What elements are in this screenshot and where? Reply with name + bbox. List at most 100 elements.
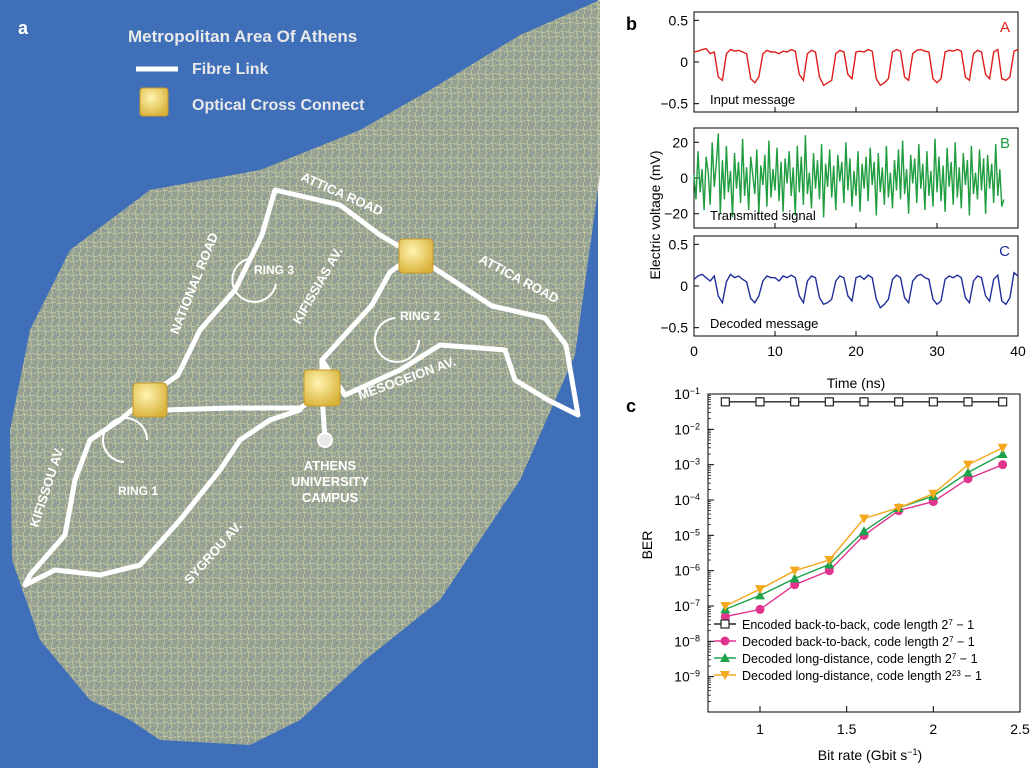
subplot-tag: B bbox=[1000, 135, 1010, 152]
y-tick-label: 10−4 bbox=[674, 492, 700, 508]
marker-triangle-up bbox=[789, 573, 800, 583]
legend-occ: Optical Cross Connect bbox=[192, 97, 365, 114]
legend-fibre: Fibre Link bbox=[192, 61, 269, 78]
x-tick-label: 20 bbox=[848, 343, 864, 359]
marker-square bbox=[998, 397, 1008, 407]
marker-triangle-down bbox=[720, 671, 730, 680]
marker-square bbox=[859, 397, 869, 407]
ring-arrows bbox=[102, 257, 420, 463]
campus-label: ATHENS UNIVERSITY CAMPUS bbox=[291, 458, 369, 505]
marker-triangle-down bbox=[824, 556, 835, 566]
marker-square bbox=[720, 397, 730, 407]
marker-triangle-up bbox=[720, 653, 730, 662]
y-tick-label: 0.5 bbox=[669, 12, 689, 28]
y-tick-label: −0.5 bbox=[660, 96, 688, 112]
subplot-name: Input message bbox=[710, 92, 795, 107]
marker-triangle-down bbox=[859, 514, 869, 524]
ring-labels: RING 1 RING 2 RING 3 bbox=[118, 263, 440, 498]
marker-triangle-up bbox=[755, 590, 765, 600]
subplot-name: Transmitted signal bbox=[710, 208, 816, 223]
ring-1-fibre bbox=[22, 392, 303, 588]
marker-triangle-down bbox=[963, 460, 973, 470]
ber-series-1 bbox=[720, 460, 1008, 622]
marker-triangle-up bbox=[997, 449, 1008, 459]
y-tick-label: 0 bbox=[680, 170, 688, 186]
panel-c-plot: 10−1 10−2 10−3 10−4 10−5 10−6 10−7 10−8 10−9 1 1.5… bbox=[674, 386, 1030, 737]
marker-triangle-down bbox=[997, 443, 1008, 453]
subplot-name: Decoded message bbox=[710, 316, 818, 331]
occ-node-west bbox=[132, 382, 168, 418]
ring-2-arrow bbox=[374, 317, 420, 363]
x-tick-label: 2.5 bbox=[1010, 721, 1030, 737]
y-tick-label: 20 bbox=[672, 134, 688, 150]
marker-triangle-up bbox=[963, 467, 973, 477]
marker-circle bbox=[755, 604, 765, 614]
legend-label: Decoded long-distance, code length 223 −… bbox=[742, 669, 982, 684]
ring-2-label: RING 2 bbox=[400, 309, 440, 323]
campus-line-3: CAMPUS bbox=[302, 490, 359, 505]
y-tick-label: 10−6 bbox=[674, 563, 700, 579]
y-tick-label: 10−9 bbox=[674, 669, 700, 685]
ber-series-3 bbox=[720, 443, 1008, 611]
subplot-C: −0.5 0 0.5 C Decoded message bbox=[660, 235, 1019, 337]
ring-3-fibre bbox=[147, 187, 417, 413]
occ-node-north bbox=[398, 238, 434, 274]
panel-b-letter: b bbox=[626, 14, 637, 34]
series-line bbox=[725, 464, 1003, 618]
panel-b-ylabel: Electric voltage (mV) bbox=[647, 150, 663, 279]
marker-square bbox=[755, 397, 765, 407]
y-tick-label: −0.5 bbox=[660, 320, 688, 336]
time-signal-panel: b Electric voltage (mV) Time (ns) −0.500… bbox=[626, 11, 1026, 391]
ring-1-arrow bbox=[102, 417, 148, 463]
y-tick-label: 10−1 bbox=[674, 386, 700, 402]
y-tick-label: 0 bbox=[680, 54, 688, 70]
x-tick-label: 40 bbox=[1010, 343, 1026, 359]
marker-triangle-down bbox=[720, 602, 731, 611]
marker-triangle-up bbox=[859, 526, 869, 536]
y-tick-label: 10−2 bbox=[674, 421, 700, 437]
y-tick-label: 10−8 bbox=[674, 633, 700, 649]
marker-triangle-down bbox=[893, 503, 904, 513]
y-tick-label: 10−3 bbox=[674, 457, 700, 473]
ber-series-0 bbox=[720, 397, 1008, 407]
ber-series-2 bbox=[720, 449, 1008, 614]
occ-nodes bbox=[132, 238, 434, 418]
legend-label: Decoded long-distance, code length 27 − … bbox=[742, 652, 978, 667]
campus-line-2: UNIVERSITY bbox=[291, 474, 369, 489]
marker-square bbox=[963, 397, 973, 407]
trace-line-A bbox=[693, 47, 1019, 87]
ber-legend: Encoded back-to-back, code length 27 − 1… bbox=[714, 618, 982, 684]
marker-square bbox=[928, 397, 938, 407]
y-tick-label: −20 bbox=[664, 206, 688, 222]
ber-panel: c BER Bit rate (Gbit s−1) 10−110−210−310… bbox=[626, 386, 1030, 763]
marker-square bbox=[894, 397, 904, 407]
panel-b-xlabel: Time (ns) bbox=[827, 375, 886, 391]
x-tick-label: 30 bbox=[929, 343, 945, 359]
plot-frame bbox=[707, 393, 1021, 713]
x-tick-label: 2 bbox=[929, 721, 937, 737]
marker-square bbox=[790, 397, 800, 407]
y-tick-label: 0 bbox=[680, 278, 688, 294]
trace-line-B bbox=[693, 133, 1005, 218]
marker-circle bbox=[720, 636, 730, 646]
legend-label: Decoded back-to-back, code length 27 − 1 bbox=[742, 635, 975, 650]
marker-square bbox=[824, 397, 834, 407]
legend-label: Encoded back-to-back, code length 27 − 1 bbox=[742, 618, 974, 633]
x-tick-label: 1 bbox=[756, 721, 764, 737]
athens-map-panel: a Metropolitan Area Of Athens Fibre Link… bbox=[0, 0, 600, 768]
panel-c-ylabel: BER bbox=[639, 531, 655, 560]
subplot-A: −0.5 0 0.5 A Input message bbox=[660, 11, 1019, 113]
x-tick-label: 0 bbox=[690, 343, 698, 359]
panel-a-letter: a bbox=[18, 18, 29, 38]
marker-square bbox=[720, 619, 730, 629]
x-tick-label: 10 bbox=[767, 343, 783, 359]
y-tick-label: 10−5 bbox=[674, 527, 700, 543]
panel-c-letter: c bbox=[626, 396, 636, 416]
x-tick-label: 1.5 bbox=[837, 721, 857, 737]
subplot-tag: C bbox=[999, 243, 1010, 260]
legend-title: Metropolitan Area Of Athens bbox=[128, 27, 357, 46]
occ-node-central bbox=[303, 369, 341, 407]
marker-circle bbox=[998, 460, 1008, 470]
